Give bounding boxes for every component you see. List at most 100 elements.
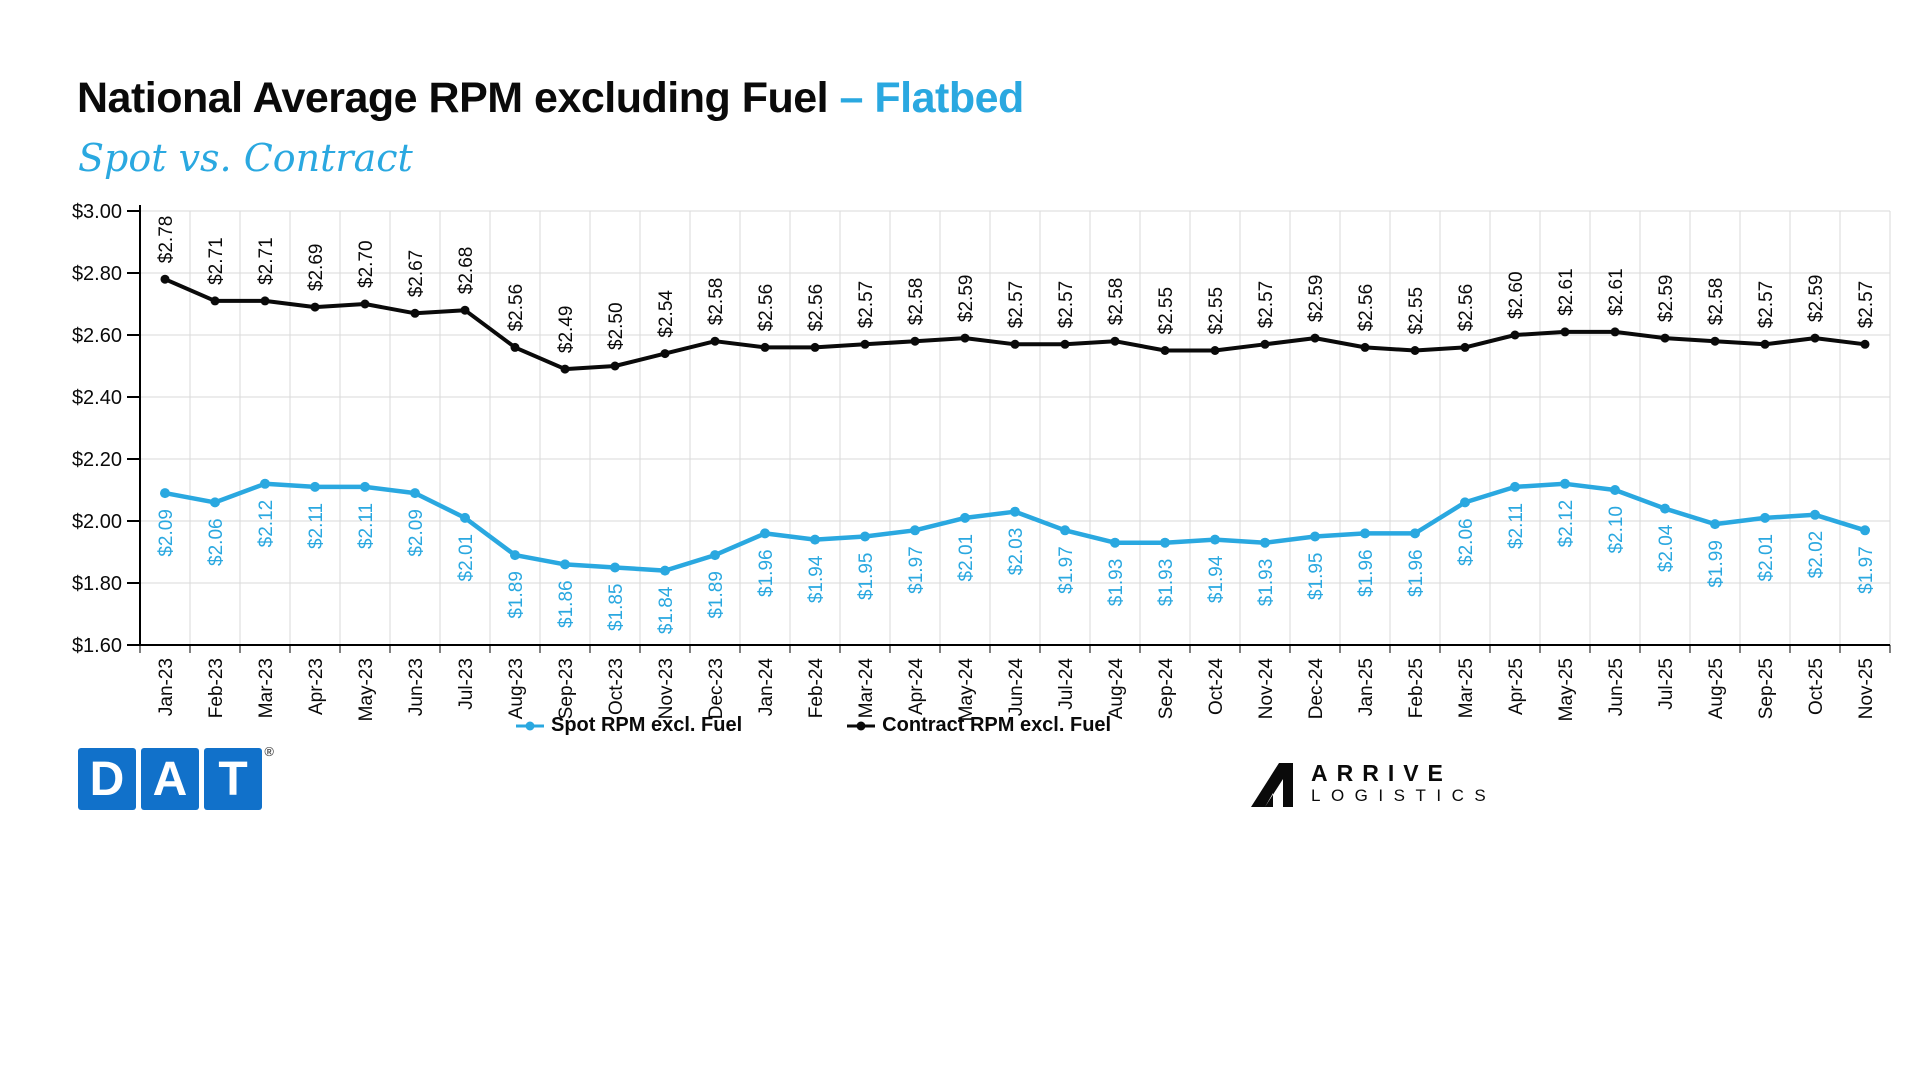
data-label: $1.85 — [606, 584, 627, 632]
data-label: $1.89 — [706, 571, 727, 619]
x-axis-labels: Jan-23 Feb-23 Mar-23 Apr-23 May-23 Jun-23 Jul-… — [156, 658, 1877, 722]
data-label: $2.58 — [706, 278, 727, 326]
data-label: $2.01 — [956, 534, 977, 582]
legend-label-contract: Contract RPM excl. Fuel — [882, 714, 1112, 736]
x-axis-tick-label: Nov-23 — [656, 658, 677, 719]
data-label: $2.68 — [456, 247, 477, 295]
y-axis-tick-label: $2.80 — [72, 263, 122, 285]
data-label: $2.60 — [1506, 271, 1527, 319]
data-label: $1.84 — [656, 586, 677, 634]
y-axis-tick-label: $2.00 — [72, 511, 122, 533]
y-axis-tick-label: $1.60 — [72, 635, 122, 657]
data-label: $2.56 — [1456, 284, 1477, 332]
x-axis-tick-label: Jul-24 — [1056, 658, 1077, 710]
data-label: $1.95 — [856, 553, 877, 601]
data-label: $1.89 — [506, 571, 527, 619]
dat-logo: D A T ® — [78, 744, 274, 810]
data-label: $2.59 — [956, 275, 977, 323]
dat-letter-a: A — [141, 748, 199, 810]
data-label: $2.09 — [406, 509, 427, 557]
x-axis-tick-label: Mar-25 — [1456, 658, 1477, 718]
data-label: $2.59 — [1306, 275, 1327, 323]
data-label: $2.55 — [1156, 287, 1177, 335]
spot-line-marker-icon — [516, 721, 544, 730]
x-axis-tick-label: Apr-25 — [1506, 658, 1527, 715]
data-label: $1.99 — [1706, 540, 1727, 588]
x-axis-tick-label: May-25 — [1556, 658, 1577, 721]
x-axis-tick-label: Mar-23 — [256, 658, 277, 718]
x-axis-tick-label: Aug-23 — [506, 658, 527, 719]
dat-letter-t: T ® — [204, 744, 274, 810]
x-axis-tick-label: Oct-23 — [606, 658, 627, 715]
data-label: $2.69 — [306, 244, 327, 292]
chart-legend: Spot RPM excl. Fuel Contract RPM excl. F… — [515, 714, 1111, 737]
data-label: $2.58 — [1106, 278, 1127, 326]
arrive-name: ARRIVE — [1311, 760, 1452, 786]
data-label: $2.70 — [356, 240, 377, 288]
data-label: $2.57 — [1856, 281, 1877, 329]
data-label: $2.49 — [556, 306, 577, 354]
data-label: $2.11 — [306, 503, 327, 549]
data-label: $1.96 — [756, 549, 777, 597]
x-axis-tick-label: Jun-23 — [406, 658, 427, 716]
data-label: $2.01 — [456, 534, 477, 582]
data-label: $2.59 — [1806, 275, 1827, 323]
dat-letter-d: D — [78, 748, 136, 810]
page-title-main: National Average RPM excluding Fuel — [77, 74, 829, 122]
x-axis-tick-label: Feb-24 — [806, 658, 827, 719]
y-axis-tick-label: $2.20 — [72, 449, 122, 471]
x-axis-tick-label: Dec-23 — [706, 658, 727, 719]
data-label: $2.78 — [156, 216, 177, 264]
x-axis-tick-label: Sep-23 — [556, 658, 577, 719]
data-label: $1.93 — [1256, 559, 1277, 607]
x-axis-tick-label: Feb-25 — [1406, 658, 1427, 718]
x-axis-tick-label: Nov-25 — [1856, 658, 1877, 719]
data-label: $1.86 — [556, 580, 577, 628]
data-label: $2.10 — [1606, 506, 1627, 554]
x-axis-tick-label: Sep-25 — [1756, 658, 1777, 719]
data-label: $2.71 — [206, 237, 227, 285]
chart: $1.60 $1.80 $2.00 $2.20 $2.40 $2.60 $2.80 $3.00… — [0, 200, 1920, 740]
data-label: $2.57 — [1006, 281, 1027, 329]
arrive-text: ARRIVE LOGISTICS — [1311, 761, 1496, 807]
data-label: $2.03 — [1006, 528, 1027, 576]
data-label: $2.67 — [406, 250, 427, 298]
x-axis-tick-label: Apr-24 — [906, 658, 927, 715]
data-label: $2.57 — [856, 281, 877, 329]
data-label: $2.01 — [1756, 534, 1777, 582]
x-axis-tick-label: Nov-24 — [1256, 658, 1277, 720]
data-label: $2.56 — [1356, 284, 1377, 332]
data-label: $1.94 — [806, 555, 827, 603]
series-0: $2.09 $2.06 $2.12 $2.11 $2.11 $2.09 $2.01 $1.89… — [156, 478, 1877, 634]
data-label: $2.04 — [1656, 524, 1677, 572]
page-title-accent: – Flatbed — [839, 74, 1025, 122]
x-axis-tick-label: Jun-25 — [1606, 658, 1627, 716]
legend-item-spot: Spot RPM excl. Fuel — [515, 714, 742, 737]
data-label: $2.11 — [356, 503, 377, 549]
data-label: $2.02 — [1806, 531, 1827, 579]
page-title: National Average RPM excluding Fuel – Fl… — [77, 74, 1024, 123]
x-axis-tick-label: Feb-23 — [206, 658, 227, 718]
arrive-type: LOGISTICS — [1311, 786, 1497, 805]
x-axis-tick-label: May-24 — [956, 658, 977, 722]
x-axis-tick-label: May-23 — [356, 658, 377, 721]
data-label: $2.54 — [656, 290, 677, 338]
x-axis-tick-label: Jul-23 — [456, 658, 477, 710]
arrive-logistics-logo: ARRIVE LOGISTICS — [1243, 760, 1496, 808]
page-subtitle: Spot vs. Contract — [78, 136, 413, 180]
data-label: $2.11 — [1506, 503, 1527, 549]
x-axis-tick-label: Mar-24 — [856, 658, 877, 719]
data-label: $2.56 — [506, 284, 527, 332]
data-label: $2.56 — [806, 284, 827, 332]
data-label: $2.71 — [256, 237, 277, 285]
x-axis-tick-label: Jan-25 — [1356, 658, 1377, 716]
x-axis-tick-label: Aug-24 — [1106, 658, 1127, 720]
data-label: $2.55 — [1206, 287, 1227, 335]
data-label: $1.96 — [1356, 549, 1377, 597]
data-label: $2.09 — [156, 509, 177, 557]
data-label: $2.58 — [1706, 278, 1727, 326]
x-axis-tick-label: Jan-23 — [156, 658, 177, 716]
data-label: $1.94 — [1206, 555, 1227, 603]
data-label: $2.59 — [1656, 275, 1677, 323]
